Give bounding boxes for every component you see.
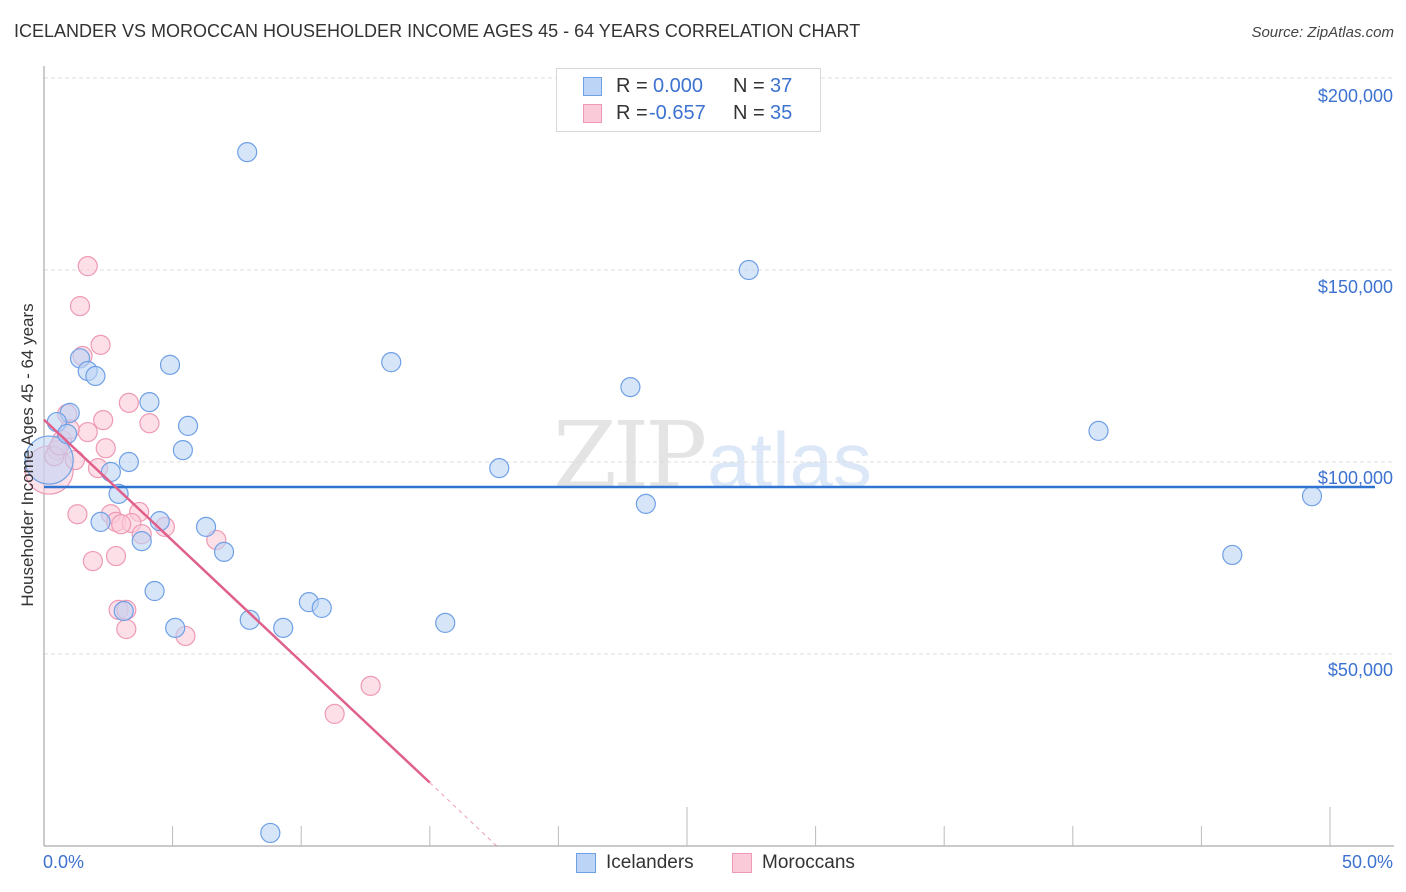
chart-title: ICELANDER VS MOROCCAN HOUSEHOLDER INCOME… — [14, 21, 861, 41]
y-tick-100000: $100,000 — [1317, 468, 1393, 488]
data-point[interactable] — [90, 511, 111, 533]
data-point[interactable] — [111, 514, 132, 535]
data-point[interactable] — [239, 609, 260, 630]
data-point[interactable] — [82, 550, 103, 572]
data-point[interactable] — [1301, 486, 1323, 507]
data-point[interactable] — [67, 504, 88, 525]
icelanders-swatch — [583, 77, 602, 96]
data-point[interactable] — [360, 675, 381, 696]
moroccans-points — [24, 256, 381, 725]
moroccans-legend-swatch — [732, 853, 752, 873]
data-point[interactable] — [172, 439, 193, 461]
moroccans-trend-extension — [429, 782, 498, 847]
data-point[interactable] — [108, 483, 129, 504]
data-point[interactable] — [118, 392, 139, 413]
icelanders-n-value: 37 — [770, 75, 793, 97]
data-point[interactable] — [118, 451, 139, 473]
data-point[interactable] — [131, 531, 152, 552]
moroccans-swatch — [583, 104, 602, 123]
data-point[interactable] — [324, 703, 345, 725]
y-tick-200000: $200,000 — [1317, 86, 1393, 106]
moroccans-n-value: 35 — [770, 102, 793, 124]
data-point[interactable] — [237, 142, 258, 163]
data-point[interactable] — [113, 600, 134, 622]
data-point[interactable] — [620, 377, 641, 398]
moroccans-trend-line — [43, 418, 431, 784]
data-point[interactable] — [116, 618, 137, 640]
data-point[interactable] — [95, 438, 116, 459]
icelanders-legend-swatch — [576, 853, 596, 873]
data-point[interactable] — [105, 545, 127, 567]
data-point[interactable] — [738, 259, 759, 281]
stats-legend: R = 0.000 N = 37 R = -0.657 N = 35 — [556, 68, 821, 132]
data-point[interactable] — [165, 617, 186, 638]
axes — [43, 66, 1394, 847]
source-label: Source: ZipAtlas.com — [1251, 24, 1394, 41]
data-point[interactable] — [77, 421, 98, 443]
data-point[interactable] — [93, 410, 114, 431]
data-point[interactable] — [90, 334, 111, 355]
data-point[interactable] — [1222, 544, 1243, 566]
trend-lines — [43, 418, 1375, 847]
x-tick-min: 0.0% — [43, 852, 85, 872]
moroccans-r-value: -0.657 — [649, 102, 706, 124]
x-tick-max: 50.0% — [1341, 852, 1393, 872]
data-point[interactable] — [77, 256, 98, 277]
data-point[interactable] — [139, 413, 160, 434]
data-point[interactable] — [100, 461, 121, 483]
y-axis-label: Householder Income Ages 45 - 64 years — [18, 303, 37, 607]
data-point[interactable] — [139, 391, 160, 413]
data-point[interactable] — [24, 435, 74, 485]
data-point[interactable] — [177, 415, 199, 437]
data-point[interactable] — [213, 541, 235, 562]
y-tick-50000: $50,000 — [1327, 660, 1393, 680]
data-point[interactable] — [159, 354, 181, 375]
y-tick-150000: $150,000 — [1317, 277, 1393, 297]
data-point[interactable] — [435, 612, 456, 633]
gridlines — [44, 77, 1394, 655]
data-point[interactable] — [144, 580, 165, 602]
data-point[interactable] — [311, 597, 332, 619]
data-point[interactable] — [195, 516, 217, 537]
icelanders-r-value: 0.000 — [653, 75, 704, 97]
data-point[interactable] — [273, 617, 294, 638]
data-point[interactable] — [635, 493, 656, 514]
data-point[interactable] — [489, 458, 510, 479]
data-point[interactable] — [85, 365, 106, 387]
data-point[interactable] — [1088, 420, 1109, 441]
data-point[interactable] — [69, 295, 91, 317]
data-point[interactable] — [260, 822, 281, 844]
icelanders-points — [24, 142, 1323, 844]
data-point[interactable] — [381, 352, 402, 373]
